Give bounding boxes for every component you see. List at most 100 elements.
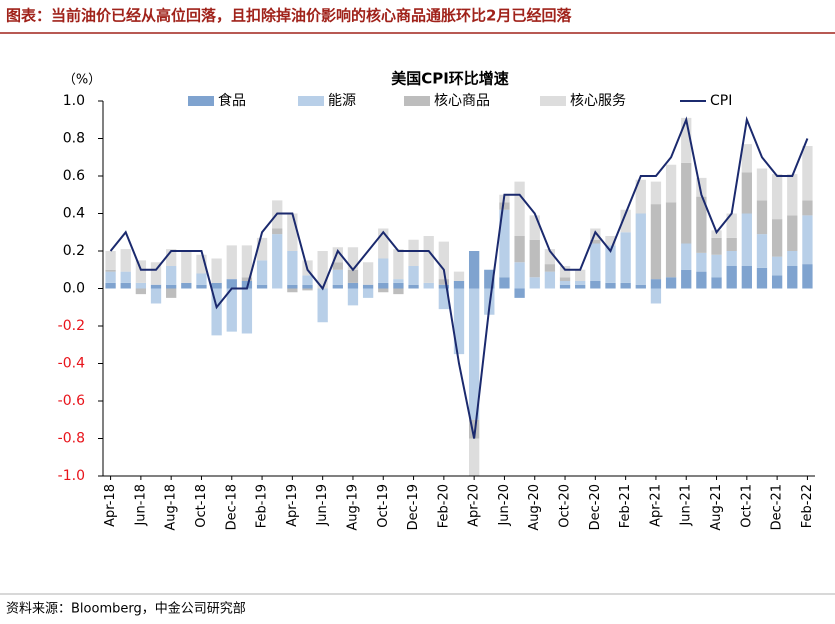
bar-segment bbox=[453, 271, 465, 281]
bar-segment bbox=[166, 284, 177, 289]
bar-segment bbox=[287, 284, 298, 289]
bar-segment bbox=[393, 282, 404, 289]
bar-segment bbox=[196, 273, 207, 285]
bar-segment bbox=[620, 209, 631, 233]
bar-segment bbox=[317, 288, 328, 323]
bar-segment bbox=[408, 284, 419, 289]
y-tick-label: 0.8 bbox=[63, 131, 85, 147]
bar-segment bbox=[620, 282, 631, 289]
bar-segment bbox=[559, 284, 571, 289]
source: 资料来源：Bloomberg，中金公司研究部 bbox=[6, 601, 246, 617]
bar-segment bbox=[105, 251, 116, 270]
bar-segment bbox=[802, 264, 813, 289]
bar-segment bbox=[135, 282, 147, 289]
bar-segment bbox=[575, 284, 586, 289]
bar-segment bbox=[287, 213, 298, 251]
bar-segment bbox=[544, 264, 556, 272]
bar-segment bbox=[771, 174, 783, 220]
y-tick-label: -0.6 bbox=[58, 393, 85, 409]
bar-segment bbox=[650, 204, 662, 280]
bar-segment bbox=[302, 275, 313, 285]
bar-segment bbox=[241, 277, 253, 281]
bar-segment bbox=[438, 279, 450, 285]
bar-segment bbox=[802, 146, 813, 201]
bar-segment bbox=[211, 288, 222, 336]
x-tick-label: Jun-19 bbox=[315, 484, 330, 527]
bar-segment bbox=[787, 251, 798, 266]
bar-segment bbox=[484, 269, 495, 289]
bar-segment bbox=[529, 239, 540, 278]
bar-segment bbox=[665, 277, 677, 289]
bar-segment bbox=[453, 281, 465, 289]
bar-segment bbox=[332, 247, 343, 263]
bar-segment bbox=[514, 262, 525, 289]
bar-segment bbox=[347, 288, 359, 306]
bar-segment bbox=[135, 260, 147, 283]
bar-segment bbox=[196, 284, 207, 289]
bar-segment bbox=[559, 281, 571, 285]
bar-segment bbox=[347, 269, 359, 283]
bar-segment bbox=[408, 266, 419, 285]
bar-segment bbox=[802, 215, 813, 265]
y-tick-label: 1.0 bbox=[63, 93, 85, 109]
bar-segment bbox=[514, 236, 525, 263]
bar-segment bbox=[423, 282, 434, 289]
y-tick-label: 0.2 bbox=[63, 243, 85, 259]
y-tick-label: -1.0 bbox=[58, 468, 85, 484]
bar-segment bbox=[393, 249, 404, 280]
bar-segment bbox=[347, 282, 359, 289]
bar-segment bbox=[590, 281, 601, 289]
x-tick-label: Feb-21 bbox=[618, 484, 633, 528]
x-tick-label: Jun-20 bbox=[497, 484, 512, 527]
x-tick-label: Oct-18 bbox=[194, 484, 209, 528]
bar-segment bbox=[468, 288, 480, 420]
bar-segment bbox=[711, 254, 722, 278]
bar-segment bbox=[272, 234, 283, 289]
bar-segment bbox=[105, 282, 116, 289]
bar-segment bbox=[771, 275, 783, 289]
bar-segment bbox=[226, 288, 237, 332]
bar-segment bbox=[393, 279, 404, 283]
x-tick-label: Apr-21 bbox=[648, 484, 663, 527]
y-tick-label: -0.4 bbox=[58, 356, 85, 372]
x-tick-label: Dec-18 bbox=[224, 484, 239, 530]
bar-segment bbox=[559, 266, 571, 278]
bar-segment bbox=[347, 247, 359, 270]
x-tick-label: Oct-19 bbox=[376, 484, 391, 528]
bar-segment bbox=[575, 269, 586, 281]
bar-segment bbox=[514, 288, 525, 298]
bar-segment bbox=[696, 196, 707, 253]
x-tick-label: Jun-18 bbox=[133, 484, 148, 527]
x-tick-label: Dec-20 bbox=[588, 484, 603, 530]
bar-segment bbox=[378, 228, 389, 259]
bar-segment bbox=[696, 271, 707, 289]
bar-segment bbox=[635, 179, 646, 214]
bar-segment bbox=[287, 288, 298, 293]
bar-segment bbox=[756, 168, 768, 201]
header-title: 图表：当前油价已经从高位回落，且扣除掉油价影响的核心商品通胀环比2月已经回落 bbox=[6, 7, 572, 25]
bar-segment bbox=[726, 251, 737, 266]
bar-segment bbox=[317, 251, 328, 289]
bar-segment bbox=[287, 251, 298, 285]
bar-segment bbox=[468, 419, 480, 439]
y-unit: （%） bbox=[63, 73, 101, 88]
bar-segment bbox=[362, 262, 374, 285]
bar-segment bbox=[605, 282, 616, 289]
bar-segment bbox=[211, 258, 222, 283]
cpi-line bbox=[109, 116, 809, 439]
bar-segment bbox=[408, 239, 419, 266]
bar-segment bbox=[362, 288, 374, 298]
bar-segment bbox=[650, 279, 662, 289]
bar-segment bbox=[332, 269, 343, 285]
legend-swatch bbox=[540, 96, 566, 106]
bar-segment bbox=[681, 269, 692, 289]
bar-segment bbox=[453, 288, 465, 355]
bar-segment bbox=[741, 144, 752, 173]
bar-segment bbox=[438, 241, 450, 280]
bar-segment bbox=[241, 288, 253, 334]
bar-segment bbox=[105, 271, 116, 283]
bar-segment bbox=[393, 288, 404, 295]
y-tick-label: -0.8 bbox=[58, 431, 85, 447]
